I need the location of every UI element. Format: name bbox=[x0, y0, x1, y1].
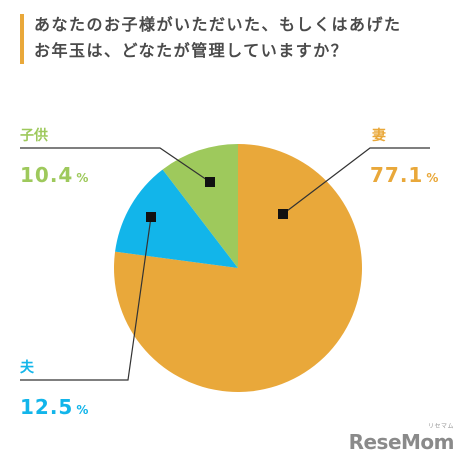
pie-slice-2 bbox=[115, 169, 238, 268]
leader-line-2 bbox=[20, 216, 152, 381]
chart-title-line-2: お年玉は、どなたが管理していますか？ bbox=[34, 41, 349, 60]
slice-marker-3 bbox=[205, 177, 215, 187]
slice-value-2: 12.5% bbox=[20, 395, 88, 419]
slice-value-3: 10.4% bbox=[20, 163, 88, 187]
logo-text: ReseMom bbox=[348, 430, 455, 454]
leader-line-3 bbox=[20, 147, 211, 183]
slice-label-1: 妻 bbox=[372, 127, 386, 144]
slice-label-3: 子供 bbox=[20, 127, 48, 144]
logo-kana: リセマム bbox=[427, 423, 454, 430]
chart-title: あなたのお子様がいただいた、もしくはあげた お年玉は、どなたが管理していますか？ bbox=[34, 12, 454, 64]
slice-marker-1 bbox=[278, 209, 288, 219]
slice-value-1: 77.1% bbox=[370, 163, 438, 187]
slice-marker-2 bbox=[146, 212, 156, 222]
resemom-logo: リセマム ReseMom bbox=[348, 423, 455, 454]
pie-slice-3 bbox=[162, 144, 238, 268]
leader-line-1 bbox=[282, 147, 430, 215]
title-accent-bar bbox=[20, 14, 24, 64]
slice-label-2: 夫 bbox=[20, 359, 35, 376]
chart-title-line-1: あなたのお子様がいただいた、もしくはあげた bbox=[34, 15, 402, 34]
